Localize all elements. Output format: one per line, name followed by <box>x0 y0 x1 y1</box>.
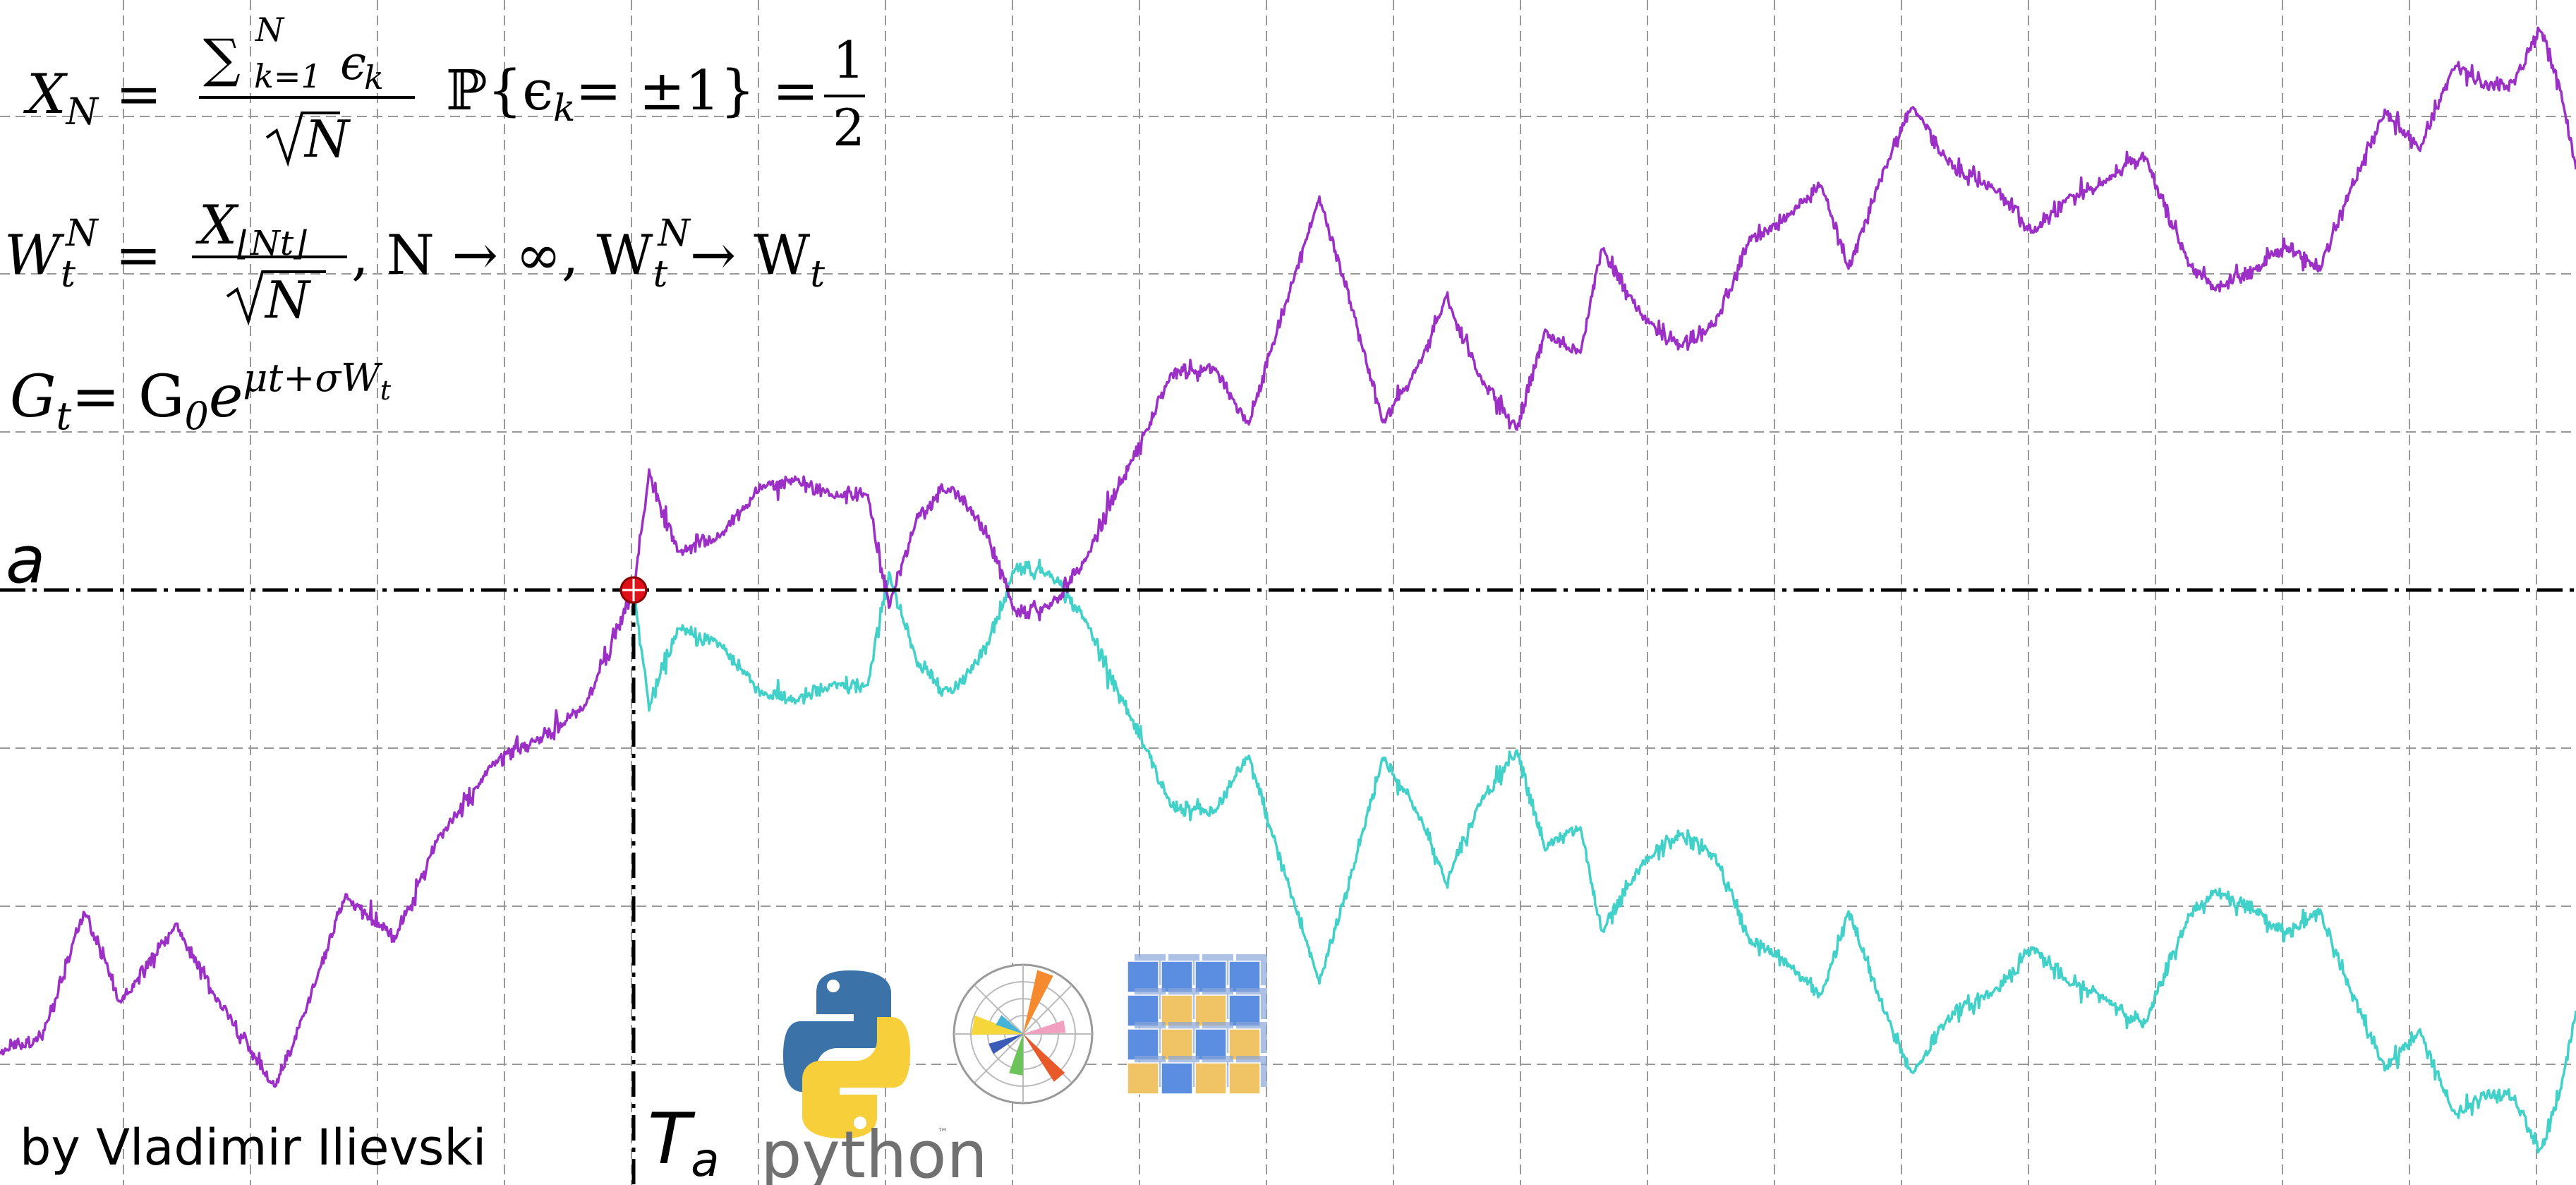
formula-wtn: WtN = <box>4 212 162 296</box>
numpy-logo-icon <box>1127 954 1267 1095</box>
formula-block: XN = ∑ N k=1 ϵ k N ℙ{ϵk= ±1} = 1 2 WtN =… <box>4 11 865 438</box>
numpy-logo-cube <box>1228 994 1261 1027</box>
numpy-logo-cube <box>1195 994 1227 1027</box>
numpy-logo-cube <box>1161 1062 1193 1095</box>
formula-gt: Gt= G0eμt+σWt <box>10 356 392 438</box>
hit-marker <box>619 576 648 604</box>
author-credit: by Vladimir Ilievski <box>20 1119 486 1177</box>
matplotlib-logo-icon <box>953 963 1094 1105</box>
numpy-logo-cube <box>1228 1028 1261 1061</box>
svg-text:N: N <box>264 270 312 330</box>
svg-text:N: N <box>303 109 351 169</box>
numpy-logo-cube <box>1195 961 1227 993</box>
numpy-logo-cube <box>1161 994 1193 1027</box>
numpy-logo-cube <box>1161 1028 1193 1061</box>
numpy-logo-cube <box>1127 1062 1159 1095</box>
numpy-logo-cube <box>1127 961 1159 993</box>
python-logo-icon <box>783 970 910 1138</box>
svg-text:N: N <box>255 11 285 49</box>
level-label: a <box>6 522 45 598</box>
python-tm: ™ <box>937 1126 948 1139</box>
brownian-path <box>0 26 2576 1088</box>
svg-text:∑: ∑ <box>203 28 241 89</box>
numpy-logo-cube <box>1195 1062 1227 1095</box>
svg-text:, N → ∞, WtN→ Wt: , N → ∞, WtN→ Wt <box>351 212 825 296</box>
numpy-logo-cube <box>1228 961 1261 993</box>
svg-text:k=1: k=1 <box>254 57 322 95</box>
svg-text:k: k <box>364 59 384 97</box>
numpy-logo-cube <box>1127 1028 1159 1061</box>
svg-text:2: 2 <box>833 98 865 157</box>
numpy-logo-cube <box>1127 994 1159 1027</box>
svg-text:1: 1 <box>833 30 865 90</box>
numpy-logo-cube <box>1228 1062 1261 1095</box>
python-wordmark: python <box>761 1117 988 1185</box>
hitting-time-label: Ta <box>648 1097 720 1185</box>
reflected-path <box>632 558 2576 1154</box>
svg-text:ℙ{ϵk= ±1} =: ℙ{ϵk= ±1} = <box>446 59 818 130</box>
formula-xn: XN = <box>23 63 162 133</box>
numpy-logo-cube <box>1161 961 1193 993</box>
svg-text:ϵ: ϵ <box>340 36 366 90</box>
numpy-logo-cube <box>1195 1028 1227 1061</box>
